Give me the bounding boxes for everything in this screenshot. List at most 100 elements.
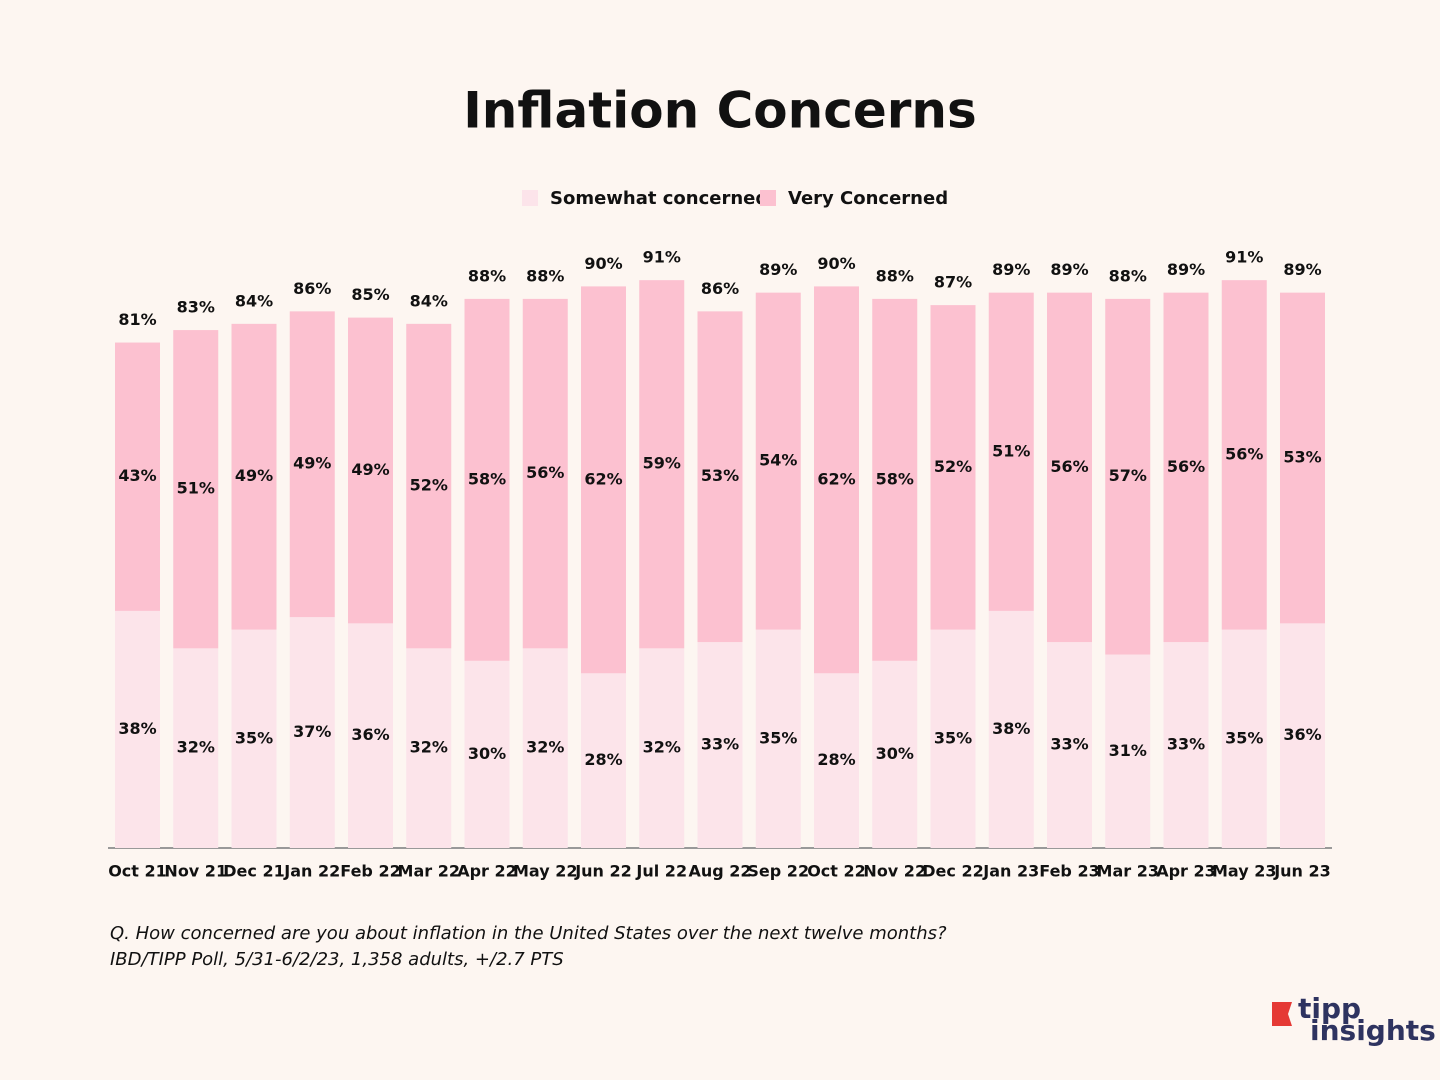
x-tick-label: May 23 bbox=[1212, 862, 1277, 881]
logo-icon bbox=[1272, 1002, 1292, 1026]
bar-segment bbox=[988, 610, 1034, 848]
bar-segment bbox=[1280, 292, 1325, 624]
bar-segment bbox=[464, 660, 510, 848]
bar-segment bbox=[1280, 623, 1325, 848]
legend-label: Very Concerned bbox=[788, 188, 948, 209]
bar-segment bbox=[173, 330, 219, 649]
total-label: 91% bbox=[643, 248, 681, 267]
bar-segment bbox=[814, 673, 859, 848]
x-tick-label: Apr 22 bbox=[457, 862, 517, 881]
bar-segment bbox=[406, 323, 452, 649]
x-tick-label: Aug 22 bbox=[688, 862, 751, 881]
value-label: 36% bbox=[351, 725, 389, 744]
total-label: 83% bbox=[177, 298, 215, 317]
bar-segment bbox=[348, 623, 393, 848]
bar-segment bbox=[697, 311, 743, 643]
bar-segment bbox=[522, 648, 568, 848]
value-label: 35% bbox=[934, 728, 972, 747]
x-tick-label: Apr 23 bbox=[1156, 862, 1216, 881]
value-label: 38% bbox=[992, 719, 1030, 738]
total-label: 81% bbox=[118, 310, 156, 329]
bar-segment bbox=[581, 673, 626, 848]
x-tick-label: Mar 23 bbox=[1097, 862, 1159, 881]
legend-swatch bbox=[522, 190, 538, 206]
bar-segment bbox=[930, 629, 976, 848]
value-label: 62% bbox=[584, 469, 622, 488]
bar-segment bbox=[406, 648, 452, 848]
bar-segment bbox=[115, 610, 160, 848]
value-label: 35% bbox=[759, 728, 797, 747]
value-label: 32% bbox=[526, 738, 564, 757]
x-tick-label: Sep 22 bbox=[747, 862, 809, 881]
bar-segment bbox=[1221, 629, 1267, 848]
value-label: 51% bbox=[177, 479, 215, 498]
bar-segment bbox=[697, 642, 743, 848]
value-label: 49% bbox=[351, 460, 389, 479]
value-label: 30% bbox=[468, 744, 506, 763]
total-label: 86% bbox=[293, 279, 331, 298]
bar-segment bbox=[872, 298, 918, 661]
bar-segment bbox=[581, 286, 626, 674]
x-tick-label: Dec 21 bbox=[223, 862, 284, 881]
bar-segment bbox=[639, 648, 685, 848]
bar-segment bbox=[1221, 280, 1267, 630]
total-label: 90% bbox=[584, 254, 622, 273]
bar-segment bbox=[464, 298, 510, 661]
total-label: 85% bbox=[351, 285, 389, 304]
value-label: 31% bbox=[1109, 741, 1147, 760]
value-label: 58% bbox=[876, 469, 914, 488]
total-label: 90% bbox=[817, 254, 855, 273]
total-label: 89% bbox=[1167, 260, 1205, 279]
x-tick-label: Jan 23 bbox=[982, 862, 1039, 881]
value-label: 56% bbox=[1167, 457, 1205, 476]
total-label: 88% bbox=[526, 266, 564, 285]
total-label: 88% bbox=[1109, 266, 1147, 285]
value-label: 37% bbox=[293, 722, 331, 741]
x-tick-label: Jun 22 bbox=[574, 862, 632, 881]
bar-segment bbox=[755, 292, 801, 630]
total-label: 89% bbox=[992, 260, 1030, 279]
x-tick-label: Oct 22 bbox=[807, 862, 866, 881]
x-tick-label: Mar 22 bbox=[398, 862, 460, 881]
bar-segment bbox=[1163, 292, 1209, 643]
value-label: 59% bbox=[643, 454, 681, 473]
total-label: 84% bbox=[410, 291, 448, 310]
value-label: 28% bbox=[584, 750, 622, 769]
chart-title: Inflation Concerns bbox=[463, 82, 977, 140]
value-label: 56% bbox=[526, 463, 564, 482]
value-label: 33% bbox=[701, 735, 739, 754]
bar-segment bbox=[231, 323, 277, 630]
value-label: 35% bbox=[235, 728, 273, 747]
value-label: 36% bbox=[1283, 725, 1321, 744]
bar-segment bbox=[231, 629, 277, 848]
bar-segment bbox=[522, 298, 568, 649]
x-tick-label: Dec 22 bbox=[922, 862, 983, 881]
value-label: 51% bbox=[992, 441, 1030, 460]
value-label: 28% bbox=[817, 750, 855, 769]
value-label: 30% bbox=[876, 744, 914, 763]
bar-segment bbox=[1047, 292, 1092, 643]
bar-segment bbox=[173, 648, 219, 848]
value-label: 32% bbox=[410, 738, 448, 757]
value-label: 53% bbox=[1283, 448, 1321, 467]
value-label: 33% bbox=[1167, 735, 1205, 754]
total-label: 89% bbox=[1050, 260, 1088, 279]
bar-segment bbox=[1047, 642, 1092, 848]
total-label: 89% bbox=[1283, 260, 1321, 279]
value-label: 58% bbox=[468, 469, 506, 488]
logo-text: tipp bbox=[1298, 992, 1361, 1025]
value-label: 38% bbox=[118, 719, 156, 738]
value-label: 56% bbox=[1050, 457, 1088, 476]
bar-segment bbox=[872, 660, 918, 848]
bar-segment bbox=[348, 317, 393, 624]
bar-segment bbox=[1163, 642, 1209, 848]
value-label: 35% bbox=[1225, 728, 1263, 747]
value-label: 57% bbox=[1109, 466, 1147, 485]
x-tick-label: Jun 23 bbox=[1273, 862, 1331, 881]
note: IBD/TIPP Poll, 5/31-6/2/23, 1,358 adults… bbox=[110, 949, 564, 970]
x-tick-label: Nov 21 bbox=[164, 862, 227, 881]
bar-segment bbox=[289, 311, 335, 618]
total-label: 91% bbox=[1225, 248, 1263, 267]
value-label: 62% bbox=[817, 469, 855, 488]
